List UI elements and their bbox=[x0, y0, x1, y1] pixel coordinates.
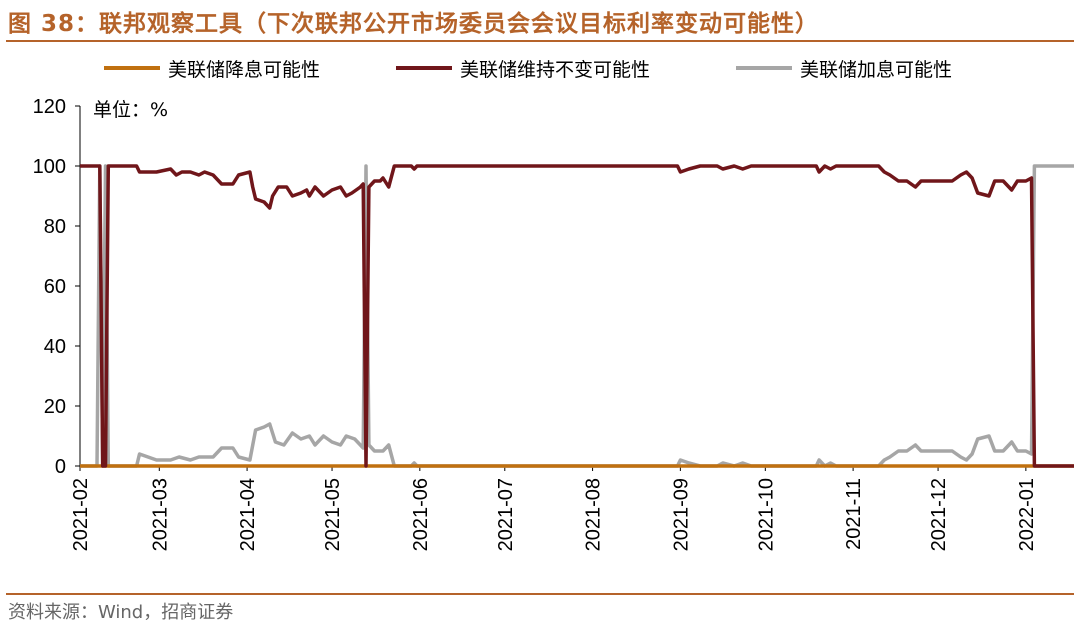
y-tick-label: 40 bbox=[44, 336, 66, 358]
source-divider bbox=[6, 593, 1074, 595]
x-tick-label: 2022-01 bbox=[1016, 478, 1038, 551]
x-tick-label: 2021-05 bbox=[322, 478, 344, 551]
y-tick-label: 20 bbox=[44, 396, 66, 418]
legend-swatch-hold bbox=[396, 66, 452, 70]
legend-item-hike: 美联储加息可能性 bbox=[736, 52, 952, 84]
x-tick-label: 2021-03 bbox=[149, 478, 171, 551]
legend-swatch-cut bbox=[104, 66, 160, 70]
x-tick-label: 2021-02 bbox=[70, 478, 92, 551]
chart-legend: 美联储降息可能性 美联储维持不变可能性 美联储加息可能性 bbox=[0, 52, 1080, 84]
series-line-rate-hike bbox=[80, 164, 1074, 468]
x-tick-label: 2021-06 bbox=[410, 478, 432, 551]
figure-title: 图 38：联邦观察工具（下次联邦公开市场委员会会议目标利率变动可能性） bbox=[8, 11, 820, 37]
legend-label-hold: 美联储维持不变可能性 bbox=[460, 58, 651, 81]
legend-swatch-hike bbox=[736, 66, 792, 70]
series-line-rate-hold bbox=[80, 164, 1074, 468]
legend-item-hold: 美联储维持不变可能性 bbox=[396, 52, 650, 84]
x-tick-label: 2021-08 bbox=[583, 478, 605, 551]
x-tick-label: 2021-09 bbox=[670, 478, 692, 551]
y-tick-label: 0 bbox=[55, 456, 66, 478]
title-divider bbox=[6, 40, 1074, 42]
chart-series bbox=[80, 164, 1074, 468]
source-note: 资料来源：Wind，招商证券 bbox=[8, 602, 234, 623]
y-tick-label: 120 bbox=[33, 96, 66, 118]
legend-label-cut: 美联储降息可能性 bbox=[168, 58, 321, 81]
legend-label-hike: 美联储加息可能性 bbox=[800, 58, 953, 81]
unit-label: 单位：% bbox=[93, 99, 169, 121]
x-tick-label: 2021-07 bbox=[495, 478, 517, 551]
x-tick-label: 2021-04 bbox=[237, 478, 259, 551]
x-tick-label: 2021-10 bbox=[755, 478, 777, 551]
y-tick-label: 60 bbox=[44, 276, 66, 298]
y-tick-label: 100 bbox=[33, 156, 66, 178]
x-tick-label: 2021-12 bbox=[928, 478, 950, 551]
x-tick-label: 2021-11 bbox=[843, 478, 865, 550]
y-tick-label: 80 bbox=[44, 216, 66, 238]
legend-item-cut: 美联储降息可能性 bbox=[104, 52, 320, 84]
